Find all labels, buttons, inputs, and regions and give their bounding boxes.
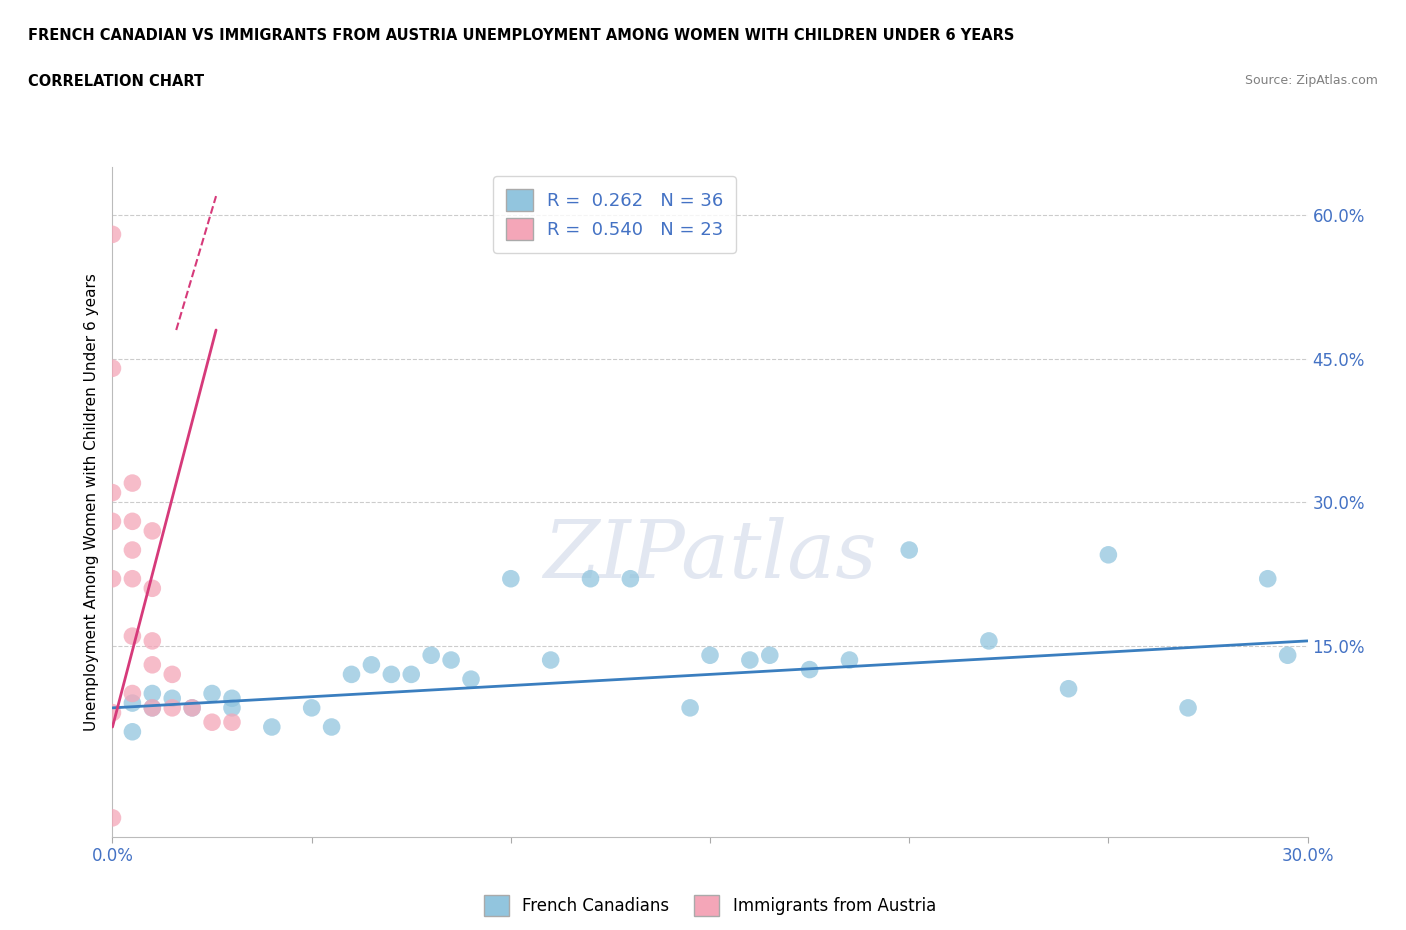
- Point: [898, 542, 921, 557]
- Point: [619, 571, 641, 586]
- Point: [101, 705, 124, 720]
- Point: [420, 648, 443, 663]
- Point: [799, 662, 821, 677]
- Point: [1257, 571, 1279, 586]
- Point: [977, 633, 1000, 648]
- Text: ZIPatlas: ZIPatlas: [543, 517, 877, 594]
- Point: [121, 724, 143, 739]
- Point: [759, 648, 782, 663]
- Text: FRENCH CANADIAN VS IMMIGRANTS FROM AUSTRIA UNEMPLOYMENT AMONG WOMEN WITH CHILDRE: FRENCH CANADIAN VS IMMIGRANTS FROM AUSTR…: [28, 28, 1015, 43]
- Point: [679, 700, 702, 715]
- Text: CORRELATION CHART: CORRELATION CHART: [28, 74, 204, 89]
- Point: [540, 653, 562, 668]
- Point: [221, 700, 243, 715]
- Y-axis label: Unemployment Among Women with Children Under 6 years: Unemployment Among Women with Children U…: [83, 273, 98, 731]
- Point: [380, 667, 402, 682]
- Point: [101, 810, 124, 825]
- Point: [499, 571, 522, 586]
- Point: [360, 658, 382, 672]
- Point: [141, 700, 163, 715]
- Point: [201, 686, 224, 701]
- Point: [101, 361, 124, 376]
- Point: [401, 667, 423, 682]
- Point: [162, 700, 183, 715]
- Point: [121, 696, 143, 711]
- Point: [141, 633, 163, 648]
- Point: [141, 658, 163, 672]
- Point: [1277, 648, 1299, 663]
- Point: [162, 691, 183, 706]
- Point: [162, 667, 183, 682]
- Point: [340, 667, 363, 682]
- Point: [699, 648, 721, 663]
- Point: [579, 571, 602, 586]
- Point: [141, 686, 163, 701]
- Point: [201, 715, 224, 730]
- Point: [1177, 700, 1199, 715]
- Point: [738, 653, 761, 668]
- Point: [440, 653, 463, 668]
- Point: [121, 629, 143, 644]
- Point: [1097, 548, 1119, 563]
- Point: [260, 720, 283, 735]
- Point: [121, 686, 143, 701]
- Point: [181, 700, 204, 715]
- Point: [181, 700, 204, 715]
- Point: [141, 700, 163, 715]
- Point: [121, 571, 143, 586]
- Point: [301, 700, 323, 715]
- Point: [1057, 682, 1080, 697]
- Point: [121, 475, 143, 490]
- Point: [101, 514, 124, 529]
- Point: [321, 720, 343, 735]
- Point: [121, 514, 143, 529]
- Legend: French Canadians, Immigrants from Austria: French Canadians, Immigrants from Austri…: [478, 889, 942, 923]
- Point: [141, 524, 163, 538]
- Point: [221, 691, 243, 706]
- Point: [141, 581, 163, 596]
- Point: [101, 485, 124, 500]
- Text: Source: ZipAtlas.com: Source: ZipAtlas.com: [1244, 74, 1378, 87]
- Point: [121, 542, 143, 557]
- Point: [460, 671, 482, 686]
- Point: [101, 571, 124, 586]
- Point: [838, 653, 860, 668]
- Point: [221, 715, 243, 730]
- Point: [101, 227, 124, 242]
